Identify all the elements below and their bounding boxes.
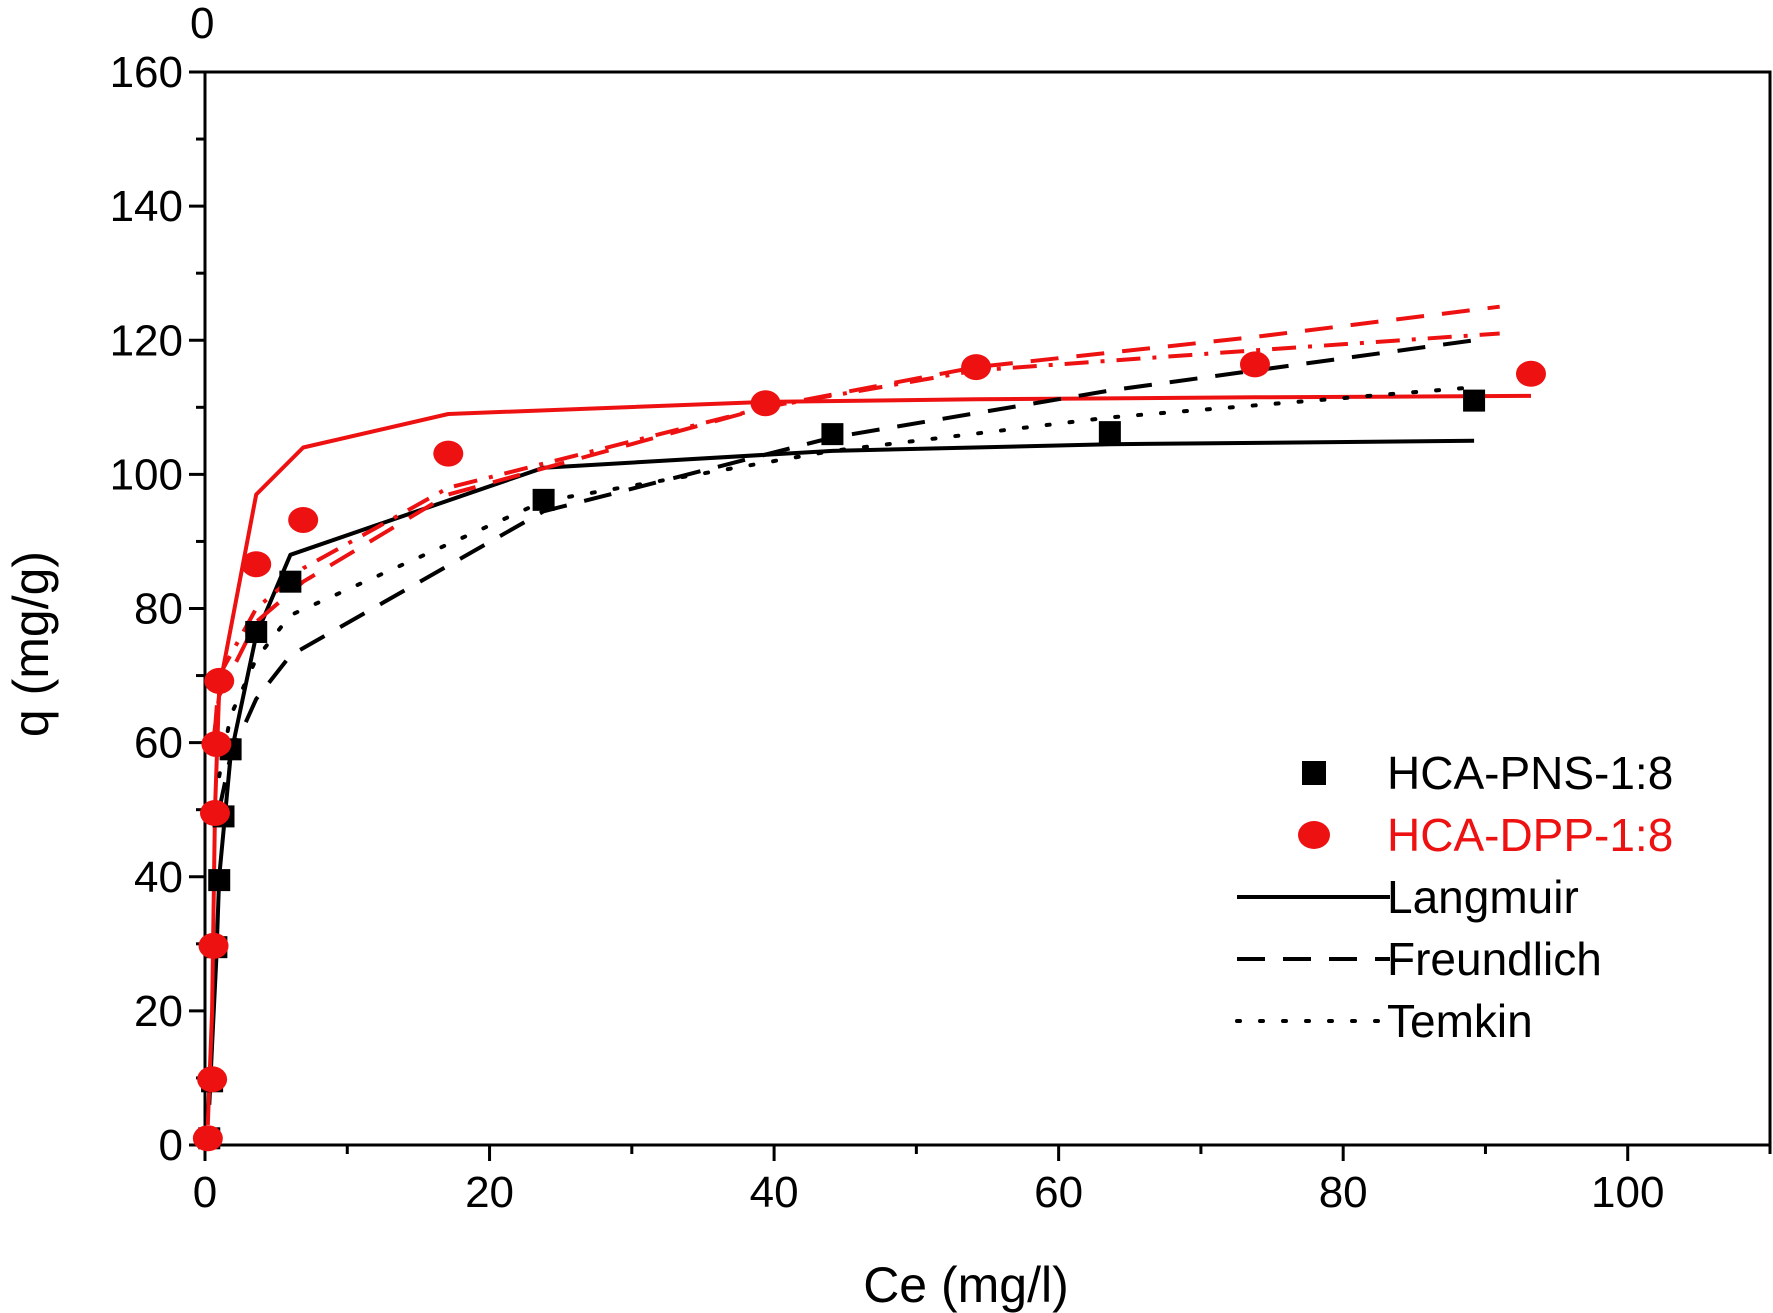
- langmuir-hca-dpp-1-8-fit-line: [205, 393, 1532, 1125]
- freundlich-hca-dpp-1-8-fit-line: [210, 304, 1500, 750]
- temkin-hca-pns-1-8-fit-line: [217, 385, 1477, 779]
- hca-pns-data-point: [821, 423, 844, 446]
- x-tick-label: 80: [1319, 1168, 1368, 1217]
- hca-pns-data-point: [1463, 389, 1486, 412]
- corner-label: 0: [190, 0, 214, 48]
- legend-label: Freundlich: [1387, 933, 1602, 985]
- hca-dpp-data-point: [198, 932, 229, 959]
- hca-pns-data-point: [279, 570, 302, 593]
- x-axis-title: Ce (mg/l): [863, 1257, 1069, 1313]
- hca-pns-data-point: [208, 869, 231, 892]
- y-tick-label: 40: [134, 853, 183, 902]
- y-tick-label: 120: [110, 316, 183, 365]
- x-axis-ticks: 0 20 40 60 80 100: [193, 1145, 1772, 1217]
- x-tick-label: 20: [465, 1168, 514, 1217]
- hca-dpp-data-point: [1239, 351, 1270, 378]
- hca-dpp-data-point: [241, 551, 272, 578]
- y-tick-label: 20: [134, 987, 183, 1036]
- series-layer: [192, 304, 1546, 1152]
- legend-square-marker: [1302, 761, 1326, 785]
- y-axis-ticks: 0 20 40 60 80 100 120 140 160: [110, 48, 205, 1170]
- hca-dpp-data-point: [1515, 360, 1546, 387]
- legend-label: HCA-PNS-1:8: [1387, 747, 1673, 799]
- hca-dpp-data-point: [433, 440, 464, 467]
- hca-dpp-data-point: [199, 800, 230, 827]
- freundlich-hca-pns-1-8-fit-line: [217, 338, 1475, 811]
- y-tick-label: 80: [134, 585, 183, 634]
- legend-label: HCA-DPP-1:8: [1387, 809, 1673, 861]
- x-tick-label: 40: [750, 1168, 799, 1217]
- legend: HCA-PNS-1:8 HCA-DPP-1:8 Langmuir Freundlich…: [1235, 747, 1673, 1047]
- x-tick-label: 100: [1591, 1168, 1664, 1217]
- y-axis-title: q (mg/g): [3, 551, 59, 737]
- hca-dpp-data-point: [201, 730, 232, 757]
- y-tick-label: 60: [134, 719, 183, 768]
- y-tick-label: 100: [110, 450, 183, 499]
- x-tick-label: 0: [193, 1168, 217, 1217]
- hca-dpp-data-point: [288, 506, 319, 533]
- hca-pns-data-point: [245, 620, 268, 643]
- legend-circle-marker: [1298, 821, 1330, 849]
- legend-label: Temkin: [1387, 995, 1533, 1047]
- hca-dpp-data-point: [197, 1066, 228, 1093]
- hca-dpp-data-point: [204, 667, 235, 694]
- temkin-hca-dpp-1-8-fit-line: [213, 331, 1500, 730]
- hca-dpp-data-point: [750, 390, 781, 417]
- y-tick-label: 0: [159, 1121, 183, 1170]
- x-tick-label: 60: [1034, 1168, 1083, 1217]
- y-tick-label: 160: [110, 48, 183, 97]
- langmuir-hca-pns-1-8-fit-line: [207, 438, 1475, 1105]
- hca-dpp-data-point: [961, 354, 992, 381]
- hca-pns-data-point: [532, 488, 555, 511]
- y-tick-label: 140: [110, 182, 183, 231]
- hca-pns-data-point: [1098, 421, 1121, 444]
- legend-label: Langmuir: [1387, 871, 1579, 923]
- hca-dpp-data-point: [192, 1125, 223, 1152]
